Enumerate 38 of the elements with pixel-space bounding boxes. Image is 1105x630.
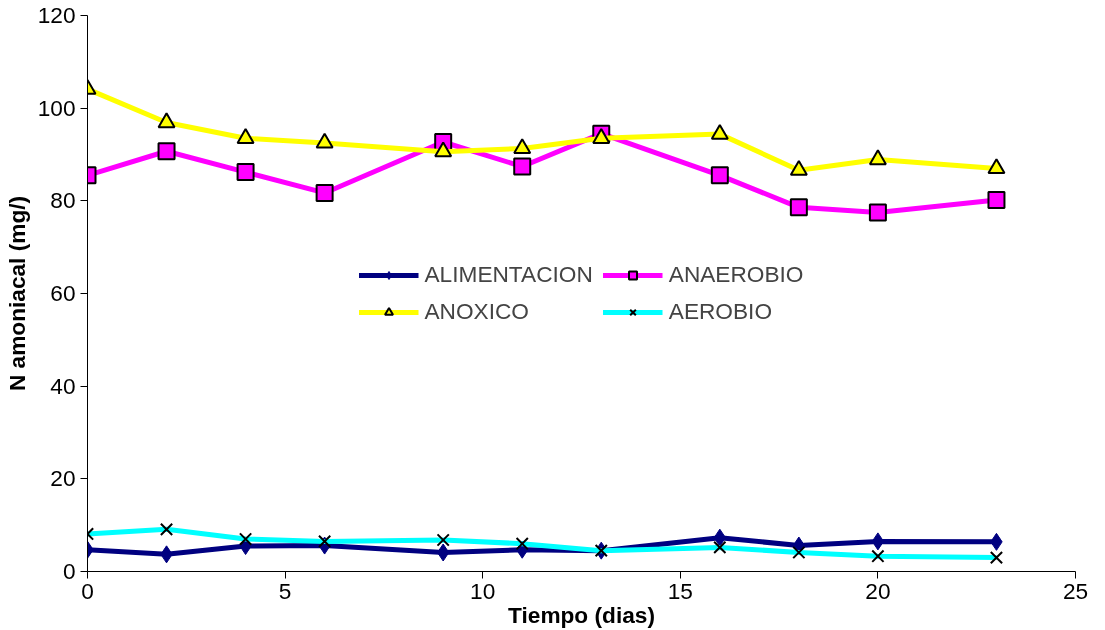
- point: [315, 183, 334, 202]
- point: [592, 128, 611, 144]
- y-tick-label: 80: [50, 187, 76, 214]
- y-tick-label: 120: [37, 2, 76, 28]
- y-tick-label: 60: [50, 280, 76, 306]
- point: [236, 128, 255, 144]
- y-tick-label: 100: [37, 94, 76, 121]
- y-tick-label: 40: [50, 372, 76, 399]
- point: [987, 190, 1006, 209]
- point: [868, 203, 887, 222]
- x-tick-label: 5: [278, 577, 292, 604]
- point: [513, 157, 532, 176]
- y-tick-label: 20: [50, 465, 76, 492]
- y-tick-label: 0: [62, 558, 76, 584]
- x-tick-label: 0: [81, 577, 94, 604]
- legend-label: ANAEROBIO: [668, 261, 804, 288]
- legend-label: ANOXICO: [424, 298, 530, 325]
- x-tick-label: 20: [865, 577, 891, 604]
- y-axis-title: N amoniacal (mg/): [3, 195, 30, 392]
- point: [868, 149, 887, 166]
- point: [710, 166, 729, 185]
- x-tick-label: 25: [1062, 577, 1089, 604]
- point: [987, 158, 1006, 175]
- legend-label: AEROBIO: [668, 298, 773, 325]
- point: [710, 123, 729, 140]
- legend-label: ALIMENTACION: [424, 261, 593, 288]
- point: [157, 112, 176, 129]
- point: [434, 141, 453, 158]
- point: [236, 163, 255, 182]
- point: [789, 198, 808, 217]
- point: [157, 142, 176, 161]
- point: [315, 132, 334, 149]
- point: [871, 532, 885, 551]
- x-tick-label: 10: [470, 577, 496, 604]
- point: [513, 138, 532, 155]
- point: [789, 160, 808, 176]
- x-axis-title: Tiempo (dias): [508, 601, 655, 628]
- x-tick-label: 15: [667, 577, 693, 604]
